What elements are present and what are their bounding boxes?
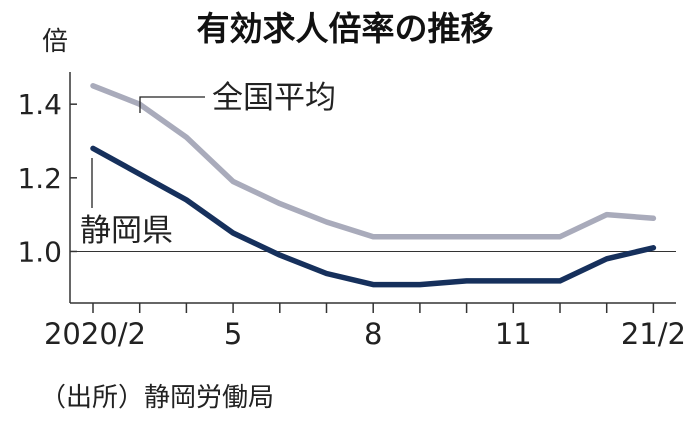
label-national-average: 全国平均 <box>212 80 336 116</box>
x-tick-label: 8 <box>364 317 382 351</box>
series-line-shizuoka <box>90 145 657 288</box>
x-tick-label: 2020/2 <box>44 317 146 351</box>
x-ticks: 2020/2 5 8 11 21/2 <box>44 303 686 351</box>
chart-title: 有効求人倍率の推移 <box>197 9 494 48</box>
x-tick-label: 11 <box>495 317 532 351</box>
y-tick-label: 1.4 <box>17 88 62 121</box>
y-tick-label: 1.0 <box>17 235 62 268</box>
y-axis-unit: 倍 <box>42 27 68 57</box>
leader-national-average <box>139 96 205 113</box>
y-tick-label: 1.2 <box>17 162 62 195</box>
x-tick-label: 21/2 <box>621 317 686 351</box>
label-shizuoka: 静岡県 <box>80 213 173 249</box>
series-layer <box>90 83 657 288</box>
series-line-national-average <box>90 83 657 240</box>
y-ticks: 1.4 1.2 1.0 <box>17 88 77 268</box>
x-tick-label: 5 <box>224 317 242 351</box>
source-note: （出所）静岡労働局 <box>40 383 274 413</box>
